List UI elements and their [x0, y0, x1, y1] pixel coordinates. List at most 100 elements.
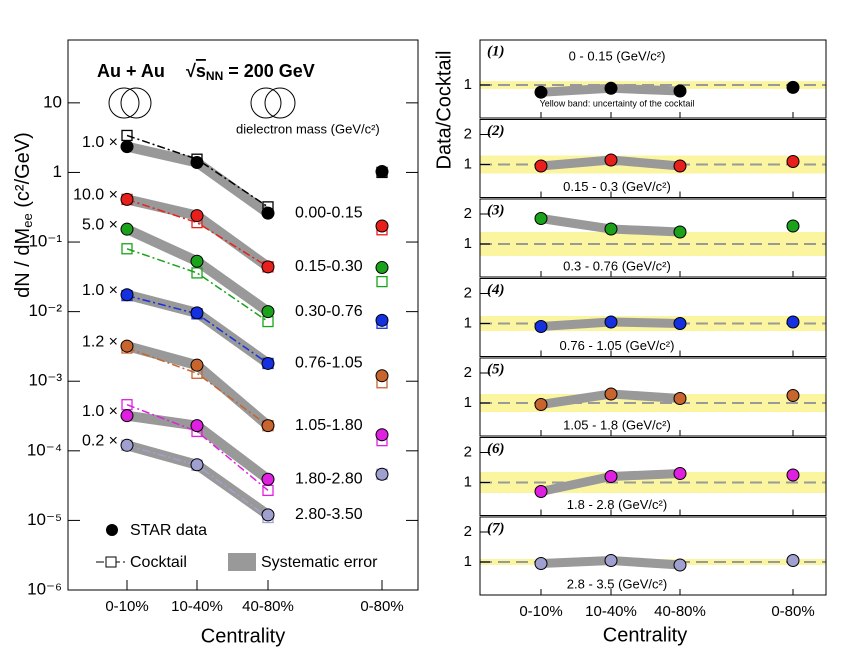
series-label: 0.76-1.05: [295, 355, 363, 372]
panel-label: (2): [487, 123, 505, 139]
y-tick-label: 2: [464, 364, 472, 381]
series-label: 0.00-0.15: [295, 204, 363, 221]
ratio-marker: [604, 554, 618, 567]
ratio-marker: [673, 558, 687, 572]
x-tick-label: 10-40%: [585, 603, 637, 620]
legend-syst: Systematic error: [261, 554, 378, 571]
series-label: 1.05-1.80: [295, 417, 363, 434]
scale-label: 10.0 ×: [73, 187, 118, 204]
cocktail-marker: [121, 243, 133, 255]
y-tick-label: 2: [464, 205, 472, 222]
data-marker: [190, 155, 204, 169]
y-tick-label: 1: [464, 155, 472, 172]
data-marker: [190, 254, 204, 268]
data-marker: [261, 356, 275, 370]
data-marker: [261, 305, 275, 319]
panel-frame: [479, 278, 827, 357]
range-label: 2.8 - 3.5 (GeV/c²): [567, 576, 667, 591]
energy-label: √sNN = 200 GeV: [186, 61, 315, 83]
ratio-marker: [786, 80, 800, 94]
data-marker: [375, 313, 389, 327]
y-tick-label: 1: [53, 162, 62, 181]
y-tick-label: 2: [464, 443, 472, 460]
ratio-marker: [604, 470, 618, 483]
ratio-x-label: Centrality: [603, 624, 687, 646]
data-marker: [120, 409, 134, 423]
range-label: 0.15 - 0.3 (GeV/c²): [563, 179, 671, 194]
ratio-y-label: Data/Cocktail: [433, 51, 455, 170]
sqrt: √: [186, 61, 196, 81]
x-tick-label: 40-80%: [242, 598, 294, 615]
data-marker: [261, 419, 275, 433]
range-label: 0.76 - 1.05 (GeV/c²): [560, 338, 675, 353]
panel-label: (6): [487, 441, 505, 457]
note: Yellow band: uncertainty of the cocktail: [540, 98, 695, 108]
scale-label: 5.0 ×: [82, 216, 118, 233]
y-tick-label: 1: [464, 473, 472, 490]
x-tick-label: 0-10%: [519, 603, 562, 620]
cocktail-marker: [376, 275, 388, 288]
data-marker: [190, 358, 204, 372]
ratio-marker: [604, 222, 618, 236]
y-tick-label: 10: [43, 92, 62, 111]
ratio-marker: [534, 159, 548, 173]
x-tick-label: 0-80%: [360, 598, 403, 615]
ratio-marker: [534, 557, 548, 570]
y-tick-label: 2: [464, 125, 472, 142]
x-tick-label: 40-80%: [654, 603, 706, 620]
ylabel-a: dN / dM: [12, 228, 34, 298]
ratio-marker: [673, 159, 687, 173]
scale-label: 1.0 ×: [82, 282, 118, 299]
ratio-marker: [534, 212, 548, 225]
ylabel-b: (c²/GeV): [12, 132, 34, 213]
range-label: 1.05 - 1.8 (GeV/c²): [563, 417, 671, 432]
y-tick-label: 10⁻⁵: [27, 510, 62, 529]
data-marker: [261, 508, 275, 522]
ratio-marker: [534, 85, 548, 99]
data-marker: [261, 472, 275, 486]
data-marker: [375, 428, 389, 442]
ratio-marker: [786, 315, 800, 329]
energy-value: = 200 GeV: [223, 61, 315, 81]
plot-frame: [67, 39, 419, 591]
data-marker: [261, 260, 275, 274]
ratio-marker: [534, 320, 548, 333]
x-axis-label: Centrality: [201, 625, 285, 647]
x-tick-label: 10-40%: [171, 598, 223, 615]
data-marker: [375, 467, 389, 481]
ylabel-sub: ee: [20, 213, 35, 227]
series-label: 0.15-0.30: [295, 258, 363, 275]
ratio-marker: [786, 468, 800, 482]
ratio-marker: [534, 485, 548, 498]
legend-cocktail: Cocktail: [130, 554, 187, 571]
legend-cocktail-marker: [105, 556, 117, 568]
range-label: 0 - 0.15 (GeV/c²): [569, 48, 666, 63]
data-marker: [375, 369, 389, 383]
ratio-marker: [673, 84, 687, 98]
data-marker: [190, 306, 204, 320]
scale-label: 1.0 ×: [82, 403, 118, 420]
legend-title: dielectron mass (GeV/c²): [236, 121, 380, 136]
ratio-marker: [604, 81, 618, 95]
panel-frame: [479, 516, 827, 596]
ratio-marker: [673, 467, 687, 480]
collision-label: Au + Au: [97, 61, 165, 81]
y-tick-label: 1: [464, 76, 472, 93]
data-marker: [120, 140, 134, 154]
y-tick-label: 10⁻⁶: [27, 579, 62, 598]
y-tick-label: 10⁻¹: [28, 232, 62, 251]
panel-label: (5): [487, 361, 505, 377]
x-tick-label: 0-80%: [771, 603, 814, 620]
data-marker: [120, 438, 134, 452]
cocktail-line: [126, 294, 269, 365]
ratio-marker: [786, 389, 800, 402]
ratio-marker: [604, 315, 618, 329]
legend-syst-marker: [228, 553, 256, 571]
y-tick-label: 10⁻²: [28, 301, 62, 320]
cocktail-line: [126, 198, 269, 268]
data-marker: [375, 261, 389, 275]
legend-data-marker: [106, 524, 118, 536]
series-label: 0.30-0.76: [295, 303, 363, 320]
scale-label: 1.0 ×: [82, 134, 118, 151]
